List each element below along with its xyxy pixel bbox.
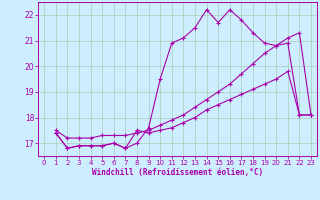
X-axis label: Windchill (Refroidissement éolien,°C): Windchill (Refroidissement éolien,°C) [92, 168, 263, 177]
